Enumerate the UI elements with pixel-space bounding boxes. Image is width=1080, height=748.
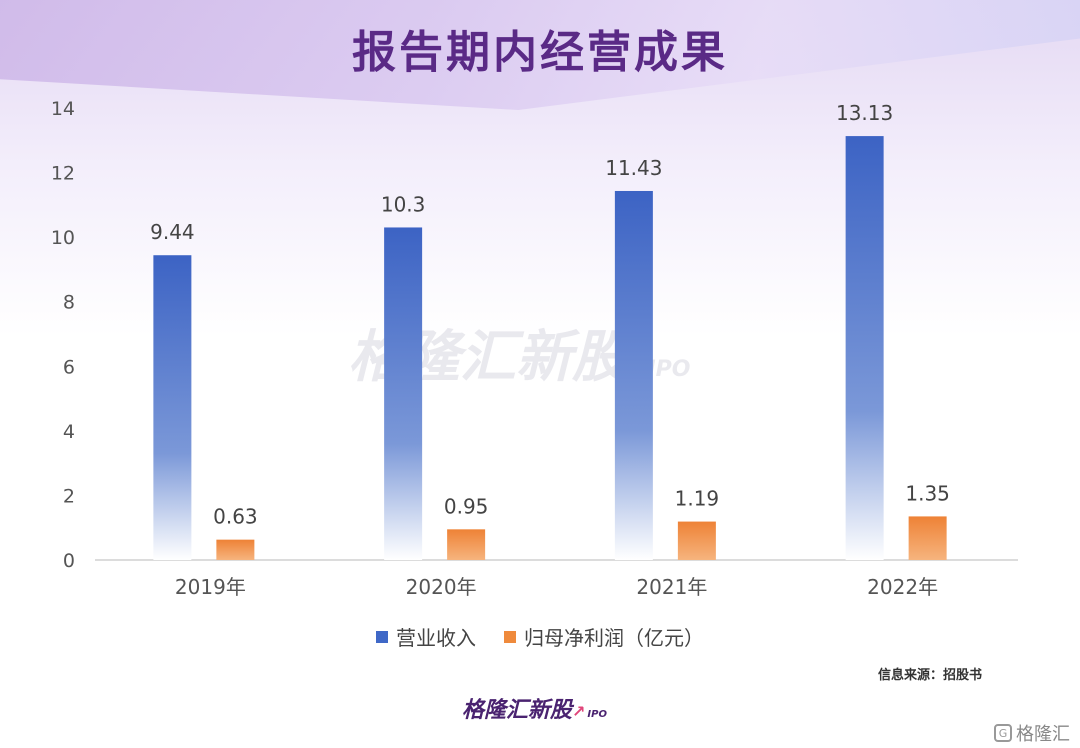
data-label-revenue: 13.13 (836, 101, 893, 125)
logo-icon: G (994, 724, 1012, 742)
legend-label-profit-name: 归母净利润 (524, 626, 624, 650)
bar-revenue (153, 255, 192, 561)
chart-title: 报告期内经营成果 (352, 27, 728, 78)
brand-text: 格隆汇新股 (462, 698, 573, 723)
y-tick-label: 2 (63, 485, 75, 507)
data-label-revenue: 9.44 (150, 220, 195, 244)
y-tick-label: 12 (51, 163, 75, 185)
data-label-revenue: 11.43 (605, 156, 662, 180)
brand-logo: 格隆汇新股↗ IPO (462, 692, 607, 724)
bar-chart: 0 2 4 6 8 10 12 14 9.44 0.63 2019年 10.3 0.95 2020年 11.… (51, 98, 1018, 599)
legend-unit: （亿元） (624, 626, 704, 650)
bar-profit (677, 521, 716, 560)
source-note: 信息来源：招股书 (877, 668, 982, 683)
x-tick-label: 2019年 (175, 575, 246, 599)
legend-item-revenue: 营业收入 (376, 622, 476, 651)
y-tick-label: 4 (63, 421, 75, 443)
legend-item-profit: 归母净利润（亿元） (504, 622, 704, 651)
data-label-profit: 0.63 (213, 505, 258, 529)
bar-profit (216, 539, 255, 560)
bar-revenue (384, 227, 423, 560)
brand-sub: IPO (587, 709, 607, 720)
legend-label-revenue: 营业收入 (396, 626, 476, 650)
data-label-revenue: 10.3 (381, 192, 426, 216)
y-tick-label: 6 (63, 356, 75, 378)
y-tick-label: 8 (63, 292, 75, 314)
data-label-profit: 1.35 (905, 481, 950, 505)
legend-swatch-profit (504, 630, 516, 643)
bar-profit (447, 529, 486, 560)
y-tick-label: 0 (63, 550, 75, 572)
x-tick-label: 2020年 (406, 575, 477, 599)
watermark-sub: IPO (647, 357, 691, 382)
bar-revenue (614, 190, 653, 560)
data-label-profit: 1.19 (675, 487, 720, 511)
bar-profit (908, 516, 947, 560)
trend-arrow-icon: ↗ (572, 702, 586, 721)
y-tick-label: 14 (51, 98, 75, 120)
x-tick-label: 2021年 (636, 575, 707, 599)
corner-watermark-text: 格隆汇 (1016, 724, 1070, 745)
corner-watermark: G 格隆汇 (994, 720, 1070, 746)
x-tick-label: 2022年 (867, 575, 938, 599)
legend-label-profit: 归母净利润（亿元） (524, 622, 704, 651)
bar-revenue (845, 136, 884, 561)
legend-swatch-revenue (376, 630, 388, 643)
chart-legend: 营业收入 归母净利润（亿元） (0, 622, 1080, 651)
data-label-profit: 0.95 (444, 494, 489, 518)
y-tick-label: 10 (51, 227, 75, 249)
